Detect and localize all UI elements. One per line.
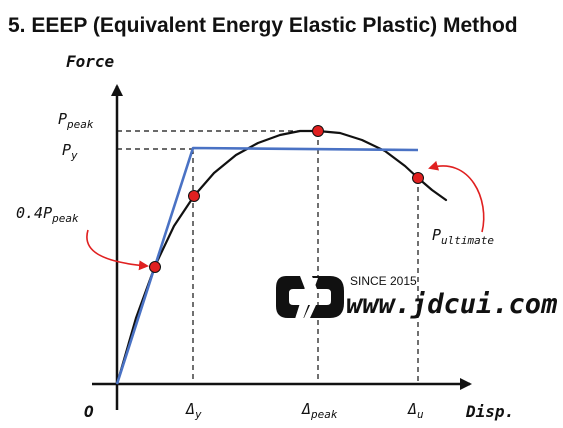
p-04-peak-label: 0.4Ppeak: [16, 204, 79, 225]
point-peak: [312, 125, 324, 137]
page-title: 5. EEEP (Equivalent Energy Elastic Plast…: [8, 14, 518, 37]
arrow-ultimate: [428, 160, 485, 233]
p-ultimate-label: Pultimate: [432, 226, 494, 247]
point-04-peak: [149, 261, 161, 273]
y-axis-label: Force: [66, 52, 115, 71]
delta-u-label: Δu: [407, 400, 424, 421]
delta-peak-label: Δpeak: [301, 400, 338, 421]
bilinear-eeep-line: [115, 146, 419, 385]
point-ultimate: [412, 172, 424, 184]
p-y-label: Py: [62, 141, 78, 162]
arrow-04-peak: [86, 229, 149, 271]
origin-label: O: [84, 402, 94, 421]
watermark-logo: [276, 276, 344, 322]
x-axis-label: Disp.: [465, 402, 514, 421]
point-delta-y: [188, 190, 200, 202]
watermark-since: SINCE 2015: [350, 274, 417, 288]
watermark-url: www.jdcui.com: [346, 289, 557, 320]
p-peak-label: Ppeak: [58, 110, 94, 131]
delta-y-label: Δy: [185, 400, 202, 421]
load-displacement-curve: [115, 129, 448, 386]
